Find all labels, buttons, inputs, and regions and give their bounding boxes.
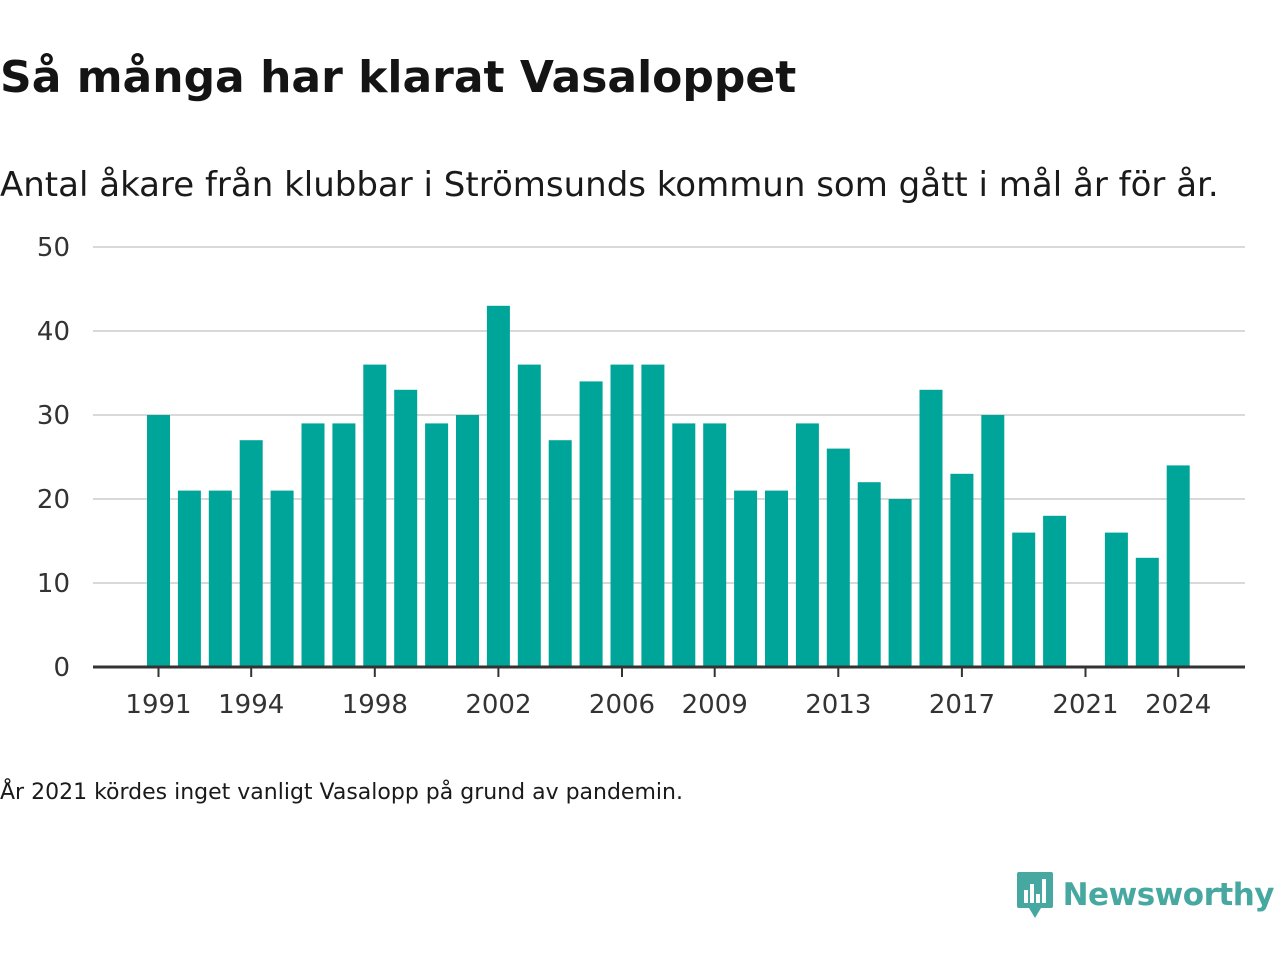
chart-footnote: År 2021 kördes inget vanligt Vasalopp på… <box>0 780 683 805</box>
y-tick-label-20: 20 <box>37 485 70 515</box>
y-tick-label-0: 0 <box>53 653 70 683</box>
bar-1994 <box>239 440 263 667</box>
bar-1992 <box>177 490 201 667</box>
bar-2018 <box>981 415 1005 667</box>
y-tick-label-40: 40 <box>37 317 70 347</box>
bar-2009 <box>703 423 727 667</box>
bar-1998 <box>363 364 387 667</box>
bar-2011 <box>765 490 788 667</box>
bar-1995 <box>270 490 294 667</box>
x-tick-label-2024: 2024 <box>1145 690 1211 720</box>
y-tick-label-10: 10 <box>37 569 70 599</box>
bars <box>147 305 1190 667</box>
bar-2007 <box>641 364 665 667</box>
bar-2008 <box>672 423 696 667</box>
x-tick-label-1991: 1991 <box>125 690 191 720</box>
brand-name: Newsworthy <box>1062 877 1275 913</box>
bar-1991 <box>147 415 170 667</box>
bar-2020 <box>1043 515 1067 667</box>
bar-2014 <box>857 482 881 667</box>
bar-2010 <box>734 490 758 667</box>
newsworthy-logo-icon <box>1016 872 1053 918</box>
y-tick-label-30: 30 <box>37 401 70 431</box>
bar-2016 <box>919 389 943 667</box>
y-tick-label-50: 50 <box>37 233 70 263</box>
bar-2013 <box>826 448 850 667</box>
bar-2006 <box>610 364 634 667</box>
bar-1996 <box>301 423 325 667</box>
bar-2005 <box>579 381 603 667</box>
bar-2012 <box>795 423 819 667</box>
x-tick-label-1994: 1994 <box>218 690 284 720</box>
bar-2022 <box>1104 532 1128 667</box>
bar-2024 <box>1166 465 1190 667</box>
bar-2023 <box>1135 557 1159 667</box>
bar-2002 <box>486 305 510 667</box>
bar-2000 <box>425 423 449 667</box>
x-tick-label-2021: 2021 <box>1052 690 1118 720</box>
newsworthy-logo: Newsworthy <box>1015 870 1275 920</box>
bar-2015 <box>888 499 912 667</box>
bar-1993 <box>208 490 232 667</box>
bar-2003 <box>517 364 541 667</box>
bar-2019 <box>1012 532 1036 667</box>
chart-title: Så många har klarat Vasaloppet <box>0 52 797 103</box>
x-tick-label-2006: 2006 <box>589 690 655 720</box>
bar-1999 <box>394 389 418 667</box>
chart-subtitle: Antal åkare från klubbar i Strömsunds ko… <box>0 165 1219 205</box>
bar-2001 <box>456 415 479 667</box>
x-tick-label-2009: 2009 <box>682 690 748 720</box>
bar-2004 <box>548 440 572 667</box>
x-tick-label-2002: 2002 <box>465 690 531 720</box>
bar-2017 <box>950 473 974 667</box>
bar-1997 <box>332 423 356 667</box>
x-tick-label-1998: 1998 <box>342 690 408 720</box>
x-tick-label-2013: 2013 <box>805 690 871 720</box>
x-axis-ticks: 1991 1994 1998 2002 2006 2009 2013 2017 2021 2024 <box>125 667 1211 720</box>
x-tick-label-2017: 2017 <box>929 690 995 720</box>
bar-chart: 0 10 20 30 40 50 1991 1994 1998 2002 2006 2009 2013… <box>37 233 1245 720</box>
gridlines <box>93 246 1245 584</box>
y-axis-tick-labels: 0 10 20 30 40 50 <box>37 233 70 683</box>
